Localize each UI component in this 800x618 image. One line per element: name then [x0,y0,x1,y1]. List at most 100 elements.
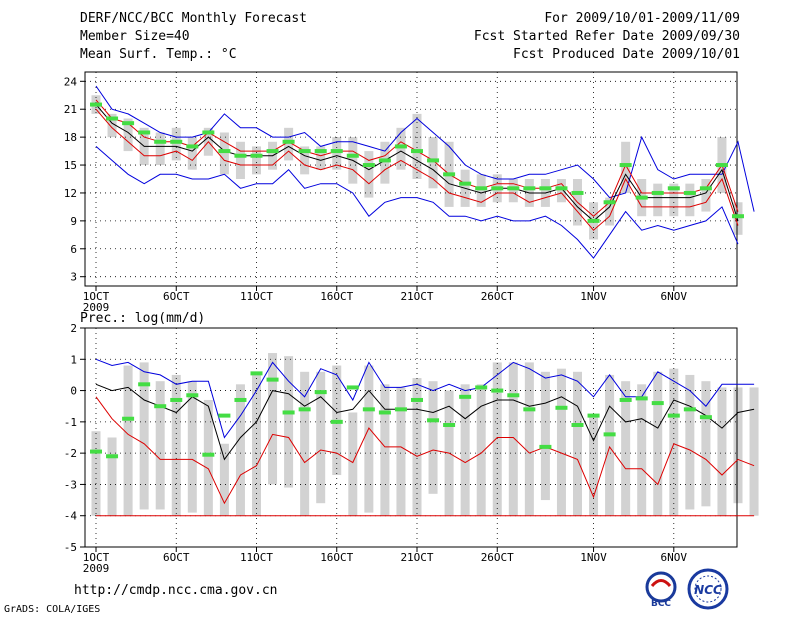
temp-obs-mark [699,186,712,191]
prec-spread-box [637,384,647,516]
prec-y-tick-label: -5 [64,541,77,554]
temp-spread-box [107,113,117,138]
temp-spread-box [621,141,631,193]
temp-obs-mark [571,190,584,195]
prec-spread-box [123,365,133,516]
prec-obs-mark [122,416,135,421]
prec-obs-mark [491,388,504,393]
prec-obs-mark [411,397,423,402]
prec-obs-mark [138,382,151,387]
temp-obs-mark [475,186,488,191]
source-url[interactable]: http://cmdp.ncc.cma.gov.cn [74,583,278,598]
prec-spread-box [300,371,310,516]
prec-obs-mark [282,410,295,415]
prec-obs-mark [603,432,616,437]
temp-obs-mark [138,130,151,135]
prec-spread-box [460,384,470,516]
variable-label: Mean Surf. Temp.: °C [80,47,237,62]
prec-spread-box [107,437,117,516]
precip-panel-label: Prec.: log(mm/d) [80,311,206,326]
prec-spread-box [540,371,550,501]
temp-obs-mark [218,149,231,154]
prec-obs-mark [394,407,407,412]
prec-obs-mark [234,397,247,402]
temp-x-year-label: 2009 [83,301,110,314]
prec-spread-box [364,365,374,513]
prec-spread-box [219,443,229,516]
prec-obs-mark [170,397,183,402]
temp-spread-box [171,127,181,161]
prec-x-tick-label: 16OCT [320,551,353,564]
temp-x-tick-label: 6NOV [661,290,688,303]
prec-obs-mark [555,405,568,410]
prec-spread-box [268,353,278,485]
prec-obs-mark [330,419,343,424]
temp-spread-box [685,183,695,217]
fcst-produced-date: Fcst Produced Date 2009/10/01 [513,47,740,62]
prec-spread-box [669,368,679,516]
prec-spread-box [685,374,695,510]
prec-obs-mark [362,407,375,412]
temp-x-tick-label: 16OCT [320,290,353,303]
temp-obs-mark [715,163,728,168]
prec-min-line [95,396,755,505]
prec-obs-mark [250,371,263,376]
temp-x-tick-label: 21OCT [400,290,433,303]
temp-obs-mark [491,186,504,191]
temp-obs-mark [539,186,552,191]
prec-spread-box [235,384,245,516]
prec-y-tick-label: -2 [64,447,77,460]
prec-spread-box [717,387,727,516]
prec-obs-mark [507,393,520,398]
temp-obs-mark [683,190,696,195]
temp-spread-box [508,179,518,203]
temp-lower-line [95,108,739,231]
prec-spread-box [171,374,181,516]
prec-x-tick-label: 1OCT [83,551,110,564]
temp-obs-mark [90,102,102,107]
temp-obs-mark [427,158,440,163]
prec-obs-mark [443,422,456,427]
temp-obs-mark [346,153,359,158]
prec-obs-mark [539,444,552,449]
temp-obs-mark [394,144,407,149]
prec-obs-mark [475,385,488,390]
temp-spread-box [300,146,310,175]
temp-spread-box [284,127,294,161]
prec-x-tick-label: 1NOV [580,551,607,564]
forecast-period: For 2009/10/01-2009/11/09 [544,11,740,26]
temp-obs-mark [603,200,616,205]
temp-y-tick-label: 3 [70,271,77,284]
temp-obs-mark [667,186,680,191]
temp-x-tick-label: 1NOV [580,290,607,303]
prec-obs-mark [202,452,215,457]
prec-spread-box [749,387,759,516]
prec-x-tick-label: 21OCT [400,551,433,564]
prec-spread-box [605,374,615,516]
prec-obs-mark [651,401,664,406]
temp-obs-mark [378,158,391,163]
prec-obs-mark [154,404,167,409]
prec-plot-frame [84,327,738,548]
grads-credit: GrADS: COLA/IGES [4,604,101,615]
prec-y-tick-label: 2 [70,322,77,335]
temp-obs-mark [362,163,375,168]
temp-spread-box [733,202,743,235]
temp-obs-mark [443,172,456,177]
temp-spread-box [701,179,711,212]
prec-obs-mark [378,410,391,415]
prec-spread-box [155,381,165,510]
temp-obs-mark [619,163,632,168]
prec-spread-box [428,381,438,494]
ncc-logo-icon: NCC [687,568,729,610]
temp-obs-mark [555,186,568,191]
temp-spread-box [155,132,165,166]
fcst-started-date: Fcst Started Refer Date 2009/09/30 [473,29,740,44]
prec-spread-box [733,387,743,504]
temp-spread-box [556,179,566,203]
temp-obs-mark [651,190,664,195]
prec-y-tick-label: -1 [64,416,77,429]
temp-spread-box [332,137,342,170]
temp-x-tick-label: 6OCT [163,290,190,303]
temp-y-tick-label: 18 [64,131,77,144]
